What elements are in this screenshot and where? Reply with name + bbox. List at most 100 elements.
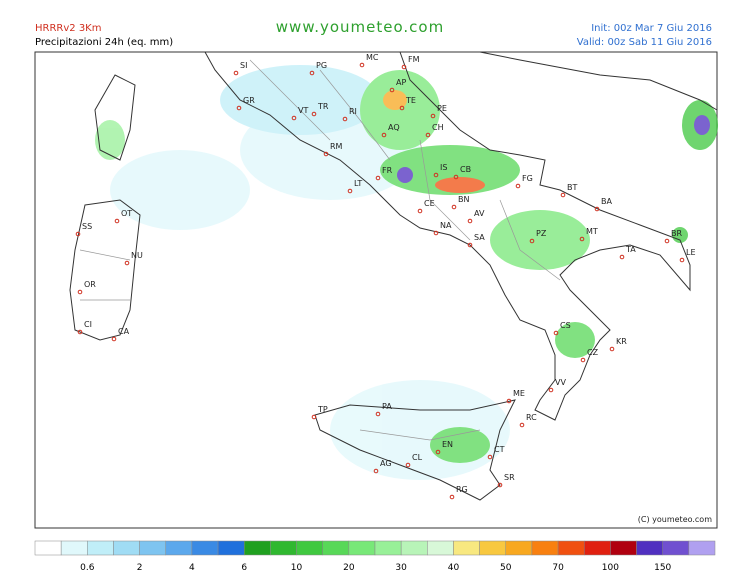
city-label: SA <box>474 233 485 242</box>
legend-label: 50 <box>500 563 512 573</box>
legend-swatch <box>191 540 219 556</box>
legend-swatch <box>348 540 376 556</box>
city-label: CL <box>412 453 423 462</box>
city-label: CH <box>432 123 444 132</box>
city-label: KR <box>616 337 627 346</box>
city-dot <box>425 132 431 138</box>
city-dot <box>417 208 423 214</box>
balkan-coast <box>479 51 718 111</box>
city-label: CB <box>460 165 471 174</box>
city-dot <box>114 218 120 224</box>
city-label: AQ <box>388 123 400 132</box>
city-label: CE <box>424 199 435 208</box>
valid-time: Valid: 00z Sab 11 Giu 2016 <box>577 37 712 48</box>
legend-swatch <box>34 540 62 556</box>
legend-swatch <box>243 540 271 556</box>
city-label: BA <box>601 197 612 206</box>
city-label: OT <box>121 209 132 218</box>
legend-swatch <box>610 540 637 556</box>
copyright: (C) youmeteo.com <box>638 515 712 524</box>
map-subtitle: Precipitazioni 24h (eq. mm) <box>35 37 173 48</box>
city-label: PA <box>382 402 392 411</box>
site-title: www.youmeteo.com <box>276 18 444 36</box>
city-dot <box>467 242 473 248</box>
city-label: TP <box>317 405 328 414</box>
city-dot <box>553 330 559 336</box>
city-label: PG <box>316 61 327 70</box>
legend-label: 100 <box>602 563 619 573</box>
legend-swatch <box>453 540 480 556</box>
init-time: Init: 00z Mar 7 Giu 2016 <box>591 23 712 34</box>
city-label: LT <box>354 179 362 188</box>
legend-swatch <box>427 540 454 556</box>
legend-swatch <box>296 540 323 556</box>
city-label: BT <box>567 183 577 192</box>
city-label: LE <box>686 248 696 257</box>
city-dot <box>77 289 83 295</box>
city-dot <box>311 111 317 117</box>
map: SI PG MC FM AP TE GR VT TR RI AQ PE CH RM FR IS CB FG LT CE… <box>34 51 718 529</box>
city-dot <box>405 462 411 468</box>
legend-label: 30 <box>395 563 407 573</box>
corsica-coast <box>94 74 136 161</box>
legend-swatch <box>531 540 559 556</box>
legend-swatch <box>217 540 245 556</box>
legend-label: 150 <box>654 563 671 573</box>
sardinia-coast <box>69 199 141 341</box>
city-label: ME <box>513 389 525 398</box>
city-dot <box>679 257 685 263</box>
city-label: AV <box>474 209 485 218</box>
city-dot <box>506 398 512 404</box>
city-label: PE <box>437 104 447 113</box>
city-label: MT <box>586 227 598 236</box>
city-dot <box>77 329 83 335</box>
legend-swatch <box>270 540 297 556</box>
legend-swatch <box>87 540 114 556</box>
city-label: MC <box>366 53 379 62</box>
city-dot <box>580 357 586 363</box>
city-label: BN <box>458 195 469 204</box>
city-dot <box>497 482 503 488</box>
city-dot <box>609 346 615 352</box>
city-dot <box>619 254 625 260</box>
city-dot <box>311 414 317 420</box>
city-dot <box>381 132 387 138</box>
city-label: TA <box>625 245 636 254</box>
city-dot <box>124 260 130 266</box>
color-legend: 0.6 2 4 6 10 20 30 40 50 70 100 150 <box>34 540 716 573</box>
city-dot <box>453 174 459 180</box>
city-dot <box>548 387 554 393</box>
city-dot <box>323 151 329 157</box>
italy-coast <box>204 51 691 421</box>
city-dot <box>594 206 600 212</box>
city-label: SS <box>82 222 92 231</box>
city-label: OR <box>84 280 96 289</box>
city-label: AG <box>380 459 392 468</box>
city-dot <box>373 468 379 474</box>
city-dot <box>375 411 381 417</box>
legend-label: 6 <box>241 563 247 573</box>
city-dot <box>342 116 348 122</box>
city-label: RI <box>349 107 357 116</box>
city-dot <box>433 230 439 236</box>
city-dot <box>579 236 585 242</box>
legend-swatch <box>636 540 663 556</box>
city-dot <box>467 218 473 224</box>
city-label: VV <box>555 378 566 387</box>
city-dot <box>433 172 439 178</box>
city-dot <box>233 70 239 76</box>
city-label: TR <box>317 102 329 111</box>
legend-label: 70 <box>552 563 564 573</box>
city-dot <box>75 231 81 237</box>
region-borders <box>79 59 561 441</box>
city-label: RC <box>526 413 537 422</box>
city-dot <box>111 336 117 342</box>
city-dot <box>401 64 407 70</box>
city-dot <box>291 115 297 121</box>
legend-swatch <box>479 540 507 556</box>
city-label: IS <box>440 163 447 172</box>
city-dot <box>515 183 521 189</box>
city-labels: SI PG MC FM AP TE GR VT TR RI AQ PE CH RM FR IS CB FG LT CE… <box>75 53 696 500</box>
legend-swatch <box>688 540 716 556</box>
city-label: CS <box>560 321 571 330</box>
